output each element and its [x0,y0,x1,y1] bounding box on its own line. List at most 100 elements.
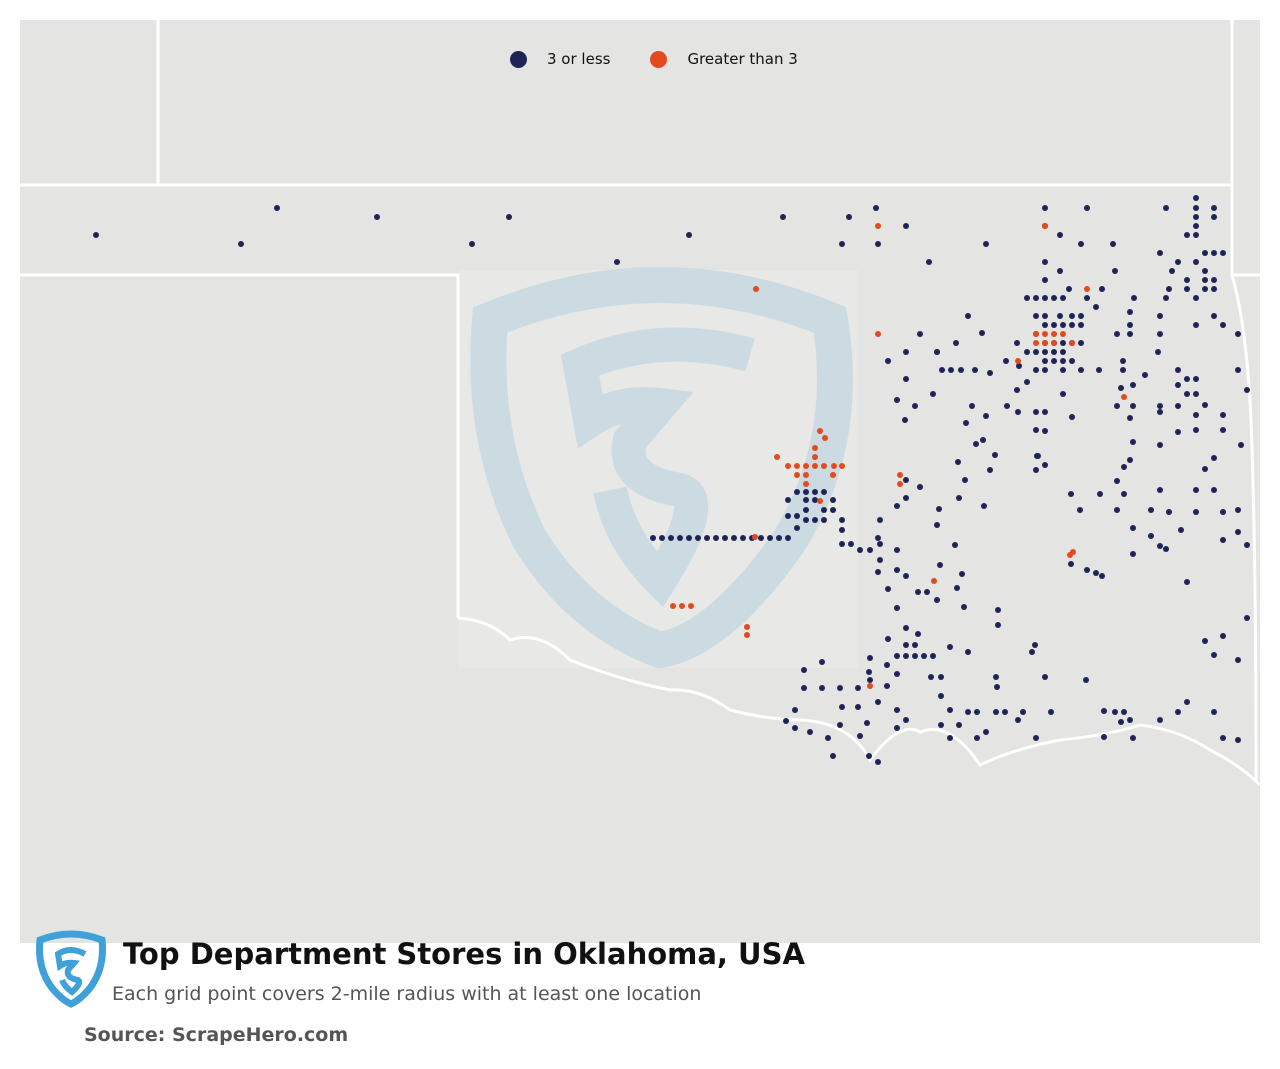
grid-point-low [677,535,683,541]
grid-point-low [1042,358,1048,364]
grid-point-low [1057,268,1063,274]
grid-point-low [1157,409,1163,415]
grid-point-low [1157,717,1163,723]
grid-point-low [965,313,971,319]
grid-point-low [1193,427,1199,433]
grid-point-high [817,428,823,434]
grid-point-low [981,503,987,509]
grid-point-high [803,463,809,469]
grid-point-low [803,497,809,503]
grid-point-low [1096,367,1102,373]
grid-point-low [1002,709,1008,715]
grid-point-low [855,685,861,691]
grid-point-low [884,683,890,689]
grid-point-high [1051,340,1057,346]
grid-point-low [1083,677,1089,683]
grid-point-low [857,547,863,553]
grid-point-low [915,631,921,637]
grid-point-high [821,463,827,469]
grid-point-low [803,517,809,523]
grid-point-low [1235,737,1241,743]
grid-point-low [792,725,798,731]
grid-point-low [1131,295,1137,301]
grid-point-low [1211,277,1217,283]
grid-point-low [1220,509,1226,515]
grid-point-low [934,597,940,603]
grid-point-low [819,685,825,691]
grid-point-low [1029,649,1035,655]
grid-point-low [1211,455,1217,461]
grid-point-low [803,507,809,513]
grid-point-low [1114,403,1120,409]
grid-point-low [830,753,836,759]
grid-point-high [785,463,791,469]
grid-point-low [1157,543,1163,549]
grid-point-low [1118,385,1124,391]
grid-point-low [855,704,861,710]
grid-point-low [903,653,909,659]
grid-point-low [839,517,845,523]
grid-point-low [885,636,891,642]
grid-point-low [1193,259,1199,265]
grid-point-low [962,477,968,483]
grid-point-low [1157,313,1163,319]
grid-point-low [903,573,909,579]
grid-point-low [1035,453,1041,459]
grid-point-low [903,625,909,631]
grid-point-low [1084,295,1090,301]
grid-point-low [1184,286,1190,292]
grid-point-low [1211,286,1217,292]
grid-point-low [902,417,908,423]
grid-point-low [1024,349,1030,355]
grid-point-low [1042,322,1048,328]
grid-point-low [930,391,936,397]
grid-point-low [1120,358,1126,364]
grid-point-low [1211,250,1217,256]
grid-point-low [1184,277,1190,283]
grid-point-low [1042,349,1048,355]
grid-point-low [1220,537,1226,543]
grid-point-low [1193,214,1199,220]
grid-point-low [1042,409,1048,415]
grid-point-low [830,497,836,503]
grid-point-low [1060,367,1066,373]
oklahoma-map [20,20,1260,787]
grid-point-low [1155,349,1161,355]
grid-point-low [1175,382,1181,388]
grid-point-low [995,622,1001,628]
grid-point-low [965,649,971,655]
grid-point-high [1069,340,1075,346]
grid-point-high [1084,286,1090,292]
grid-point-low [938,693,944,699]
grid-point-low [1110,241,1116,247]
grid-point-low [1175,403,1181,409]
grid-point-low [934,349,940,355]
watermark-logo [459,267,858,669]
grid-point-low [917,484,923,490]
grid-point-low [1112,709,1118,715]
grid-point-low [1211,313,1217,319]
grid-point-low [819,659,825,665]
grid-point-low [830,507,836,513]
grid-point-low [801,685,807,691]
grid-point-low [1163,295,1169,301]
grid-point-low [1127,322,1133,328]
grid-point-low [1193,195,1199,201]
grid-point-low [937,562,943,568]
grid-point-low [1175,709,1181,715]
grid-point-low [972,367,978,373]
grid-point-low [1042,674,1048,680]
grid-point-low [993,674,999,680]
grid-point-low [1101,734,1107,740]
grid-point-low [1193,376,1199,382]
grid-point-low [857,733,863,739]
grid-point-low [980,437,986,443]
grid-point-low [1057,232,1063,238]
legend: 3 or less Greater than 3 [510,50,838,68]
grid-point-low [1211,709,1217,715]
grid-point-low [812,497,818,503]
grid-point-low [1202,638,1208,644]
grid-point-low [839,241,845,247]
grid-point-low [979,330,985,336]
grid-point-low [803,489,809,495]
